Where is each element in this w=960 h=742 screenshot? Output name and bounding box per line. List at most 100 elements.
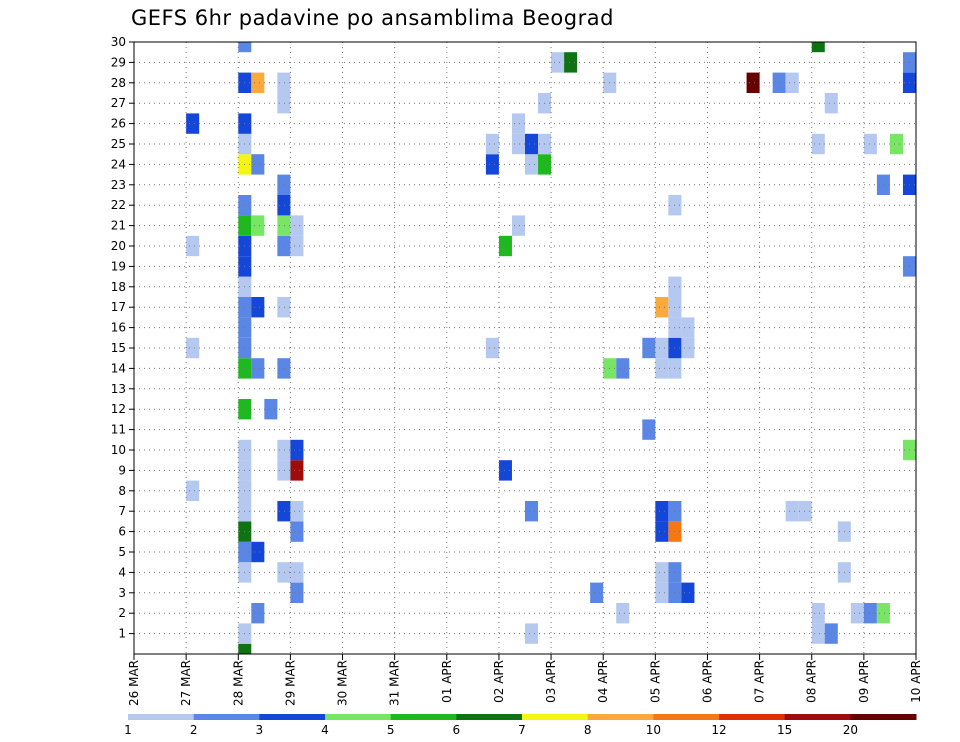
y-tick-label: 13 bbox=[111, 382, 126, 396]
data-cell bbox=[511, 215, 525, 236]
data-cell bbox=[251, 154, 265, 175]
x-tick-label: 10 APR bbox=[909, 660, 923, 703]
data-cell bbox=[511, 113, 525, 134]
data-cell bbox=[889, 133, 903, 155]
data-cell bbox=[277, 195, 291, 216]
y-tick-label: 1 bbox=[118, 627, 126, 641]
data-cell bbox=[498, 460, 512, 481]
colorbar-swatch bbox=[259, 714, 326, 720]
data-cell bbox=[186, 113, 200, 134]
data-cell bbox=[876, 174, 890, 195]
colorbar-swatch bbox=[456, 714, 523, 720]
colorbar-label: 8 bbox=[584, 723, 592, 737]
grid-layer bbox=[134, 41, 916, 654]
data-cell bbox=[525, 501, 539, 522]
data-cell bbox=[290, 501, 304, 522]
colorbar-label: 5 bbox=[387, 723, 395, 737]
colorbar-label: 10 bbox=[646, 723, 661, 737]
colorbar-label: 3 bbox=[256, 723, 264, 737]
colorbar-swatch bbox=[719, 714, 786, 720]
data-cell bbox=[681, 582, 695, 603]
colorbar-swatch bbox=[128, 714, 195, 720]
data-cell bbox=[186, 235, 200, 257]
data-cell bbox=[290, 215, 304, 236]
data-cell bbox=[277, 358, 291, 379]
data-cell bbox=[655, 501, 669, 522]
y-tick-label: 3 bbox=[118, 586, 126, 600]
x-tick-label: 01 APR bbox=[440, 660, 454, 703]
colorbar-swatch bbox=[587, 714, 654, 720]
y-tick-label: 14 bbox=[111, 361, 126, 375]
data-cell bbox=[251, 215, 265, 236]
data-cell bbox=[525, 623, 539, 644]
data-cell bbox=[485, 154, 499, 175]
data-cell bbox=[564, 52, 578, 73]
data-cell bbox=[811, 603, 825, 624]
data-cell bbox=[785, 72, 799, 93]
data-cell bbox=[798, 501, 812, 522]
y-tick-label: 15 bbox=[111, 341, 126, 355]
data-cell bbox=[616, 603, 630, 624]
y-tick-label: 16 bbox=[111, 321, 126, 335]
data-cell bbox=[655, 582, 669, 603]
y-tick-label: 27 bbox=[111, 96, 126, 110]
y-tick-label: 26 bbox=[111, 117, 126, 131]
x-tick-label: 06 APR bbox=[700, 660, 714, 703]
y-tick-label: 12 bbox=[111, 402, 126, 416]
y-tick-label: 21 bbox=[111, 219, 126, 233]
x-tick-label: 03 APR bbox=[544, 660, 558, 703]
y-tick-label: 22 bbox=[111, 198, 126, 212]
y-tick-label: 2 bbox=[118, 606, 126, 620]
data-cell bbox=[616, 358, 630, 379]
x-tick-label: 08 APR bbox=[805, 660, 819, 703]
colorbar-label: 6 bbox=[453, 723, 461, 737]
colorbar-label: 2 bbox=[190, 723, 198, 737]
data-cell bbox=[655, 337, 669, 359]
y-tick-label: 20 bbox=[111, 239, 126, 253]
data-cell bbox=[251, 603, 265, 624]
x-tick-label: 28 MAR bbox=[231, 660, 245, 706]
data-cell bbox=[251, 72, 265, 93]
chart-title: GEFS 6hr padavine po ansamblima Beograd bbox=[131, 6, 614, 30]
data-cell bbox=[277, 439, 291, 461]
data-cell bbox=[876, 603, 890, 624]
data-cell bbox=[264, 399, 278, 420]
x-tick-label: 09 APR bbox=[857, 660, 871, 703]
data-cell bbox=[277, 460, 291, 481]
data-cell bbox=[655, 521, 669, 542]
data-cell bbox=[811, 42, 825, 53]
data-cell bbox=[785, 501, 799, 522]
data-cell bbox=[642, 419, 656, 440]
data-cell bbox=[511, 133, 525, 155]
y-tick-label: 8 bbox=[118, 484, 126, 498]
y-tick-label: 19 bbox=[111, 259, 126, 273]
data-cell bbox=[746, 72, 760, 93]
data-cell bbox=[277, 72, 291, 93]
y-tick-label: 11 bbox=[111, 423, 126, 437]
data-cell bbox=[655, 562, 669, 583]
data-cell bbox=[186, 480, 200, 501]
y-tick-label: 24 bbox=[111, 157, 126, 171]
data-cell bbox=[655, 358, 669, 379]
colorbar-layer: 1 2 3 4 5 6 7 8 10 12 15 20 bbox=[124, 714, 917, 737]
data-cell bbox=[277, 562, 291, 583]
y-tick-label: 25 bbox=[111, 137, 126, 151]
x-tick-label: 02 APR bbox=[492, 660, 506, 703]
y-tick-label: 6 bbox=[118, 525, 126, 539]
y-tick-label: 9 bbox=[118, 463, 126, 477]
data-cell bbox=[485, 337, 499, 359]
data-cell bbox=[277, 93, 291, 114]
x-tick-label: 26 MAR bbox=[127, 660, 141, 706]
data-cell bbox=[850, 603, 864, 624]
data-cell bbox=[590, 582, 604, 603]
data-cell bbox=[290, 460, 304, 481]
data-cell bbox=[498, 235, 512, 257]
data-cell bbox=[290, 582, 304, 603]
data-cell bbox=[642, 337, 656, 359]
y-tick-label: 10 bbox=[111, 443, 126, 457]
data-cell bbox=[290, 235, 304, 257]
data-cell bbox=[277, 174, 291, 195]
x-tick-label: 04 APR bbox=[596, 660, 610, 703]
data-cell bbox=[277, 501, 291, 522]
data-cell bbox=[290, 562, 304, 583]
